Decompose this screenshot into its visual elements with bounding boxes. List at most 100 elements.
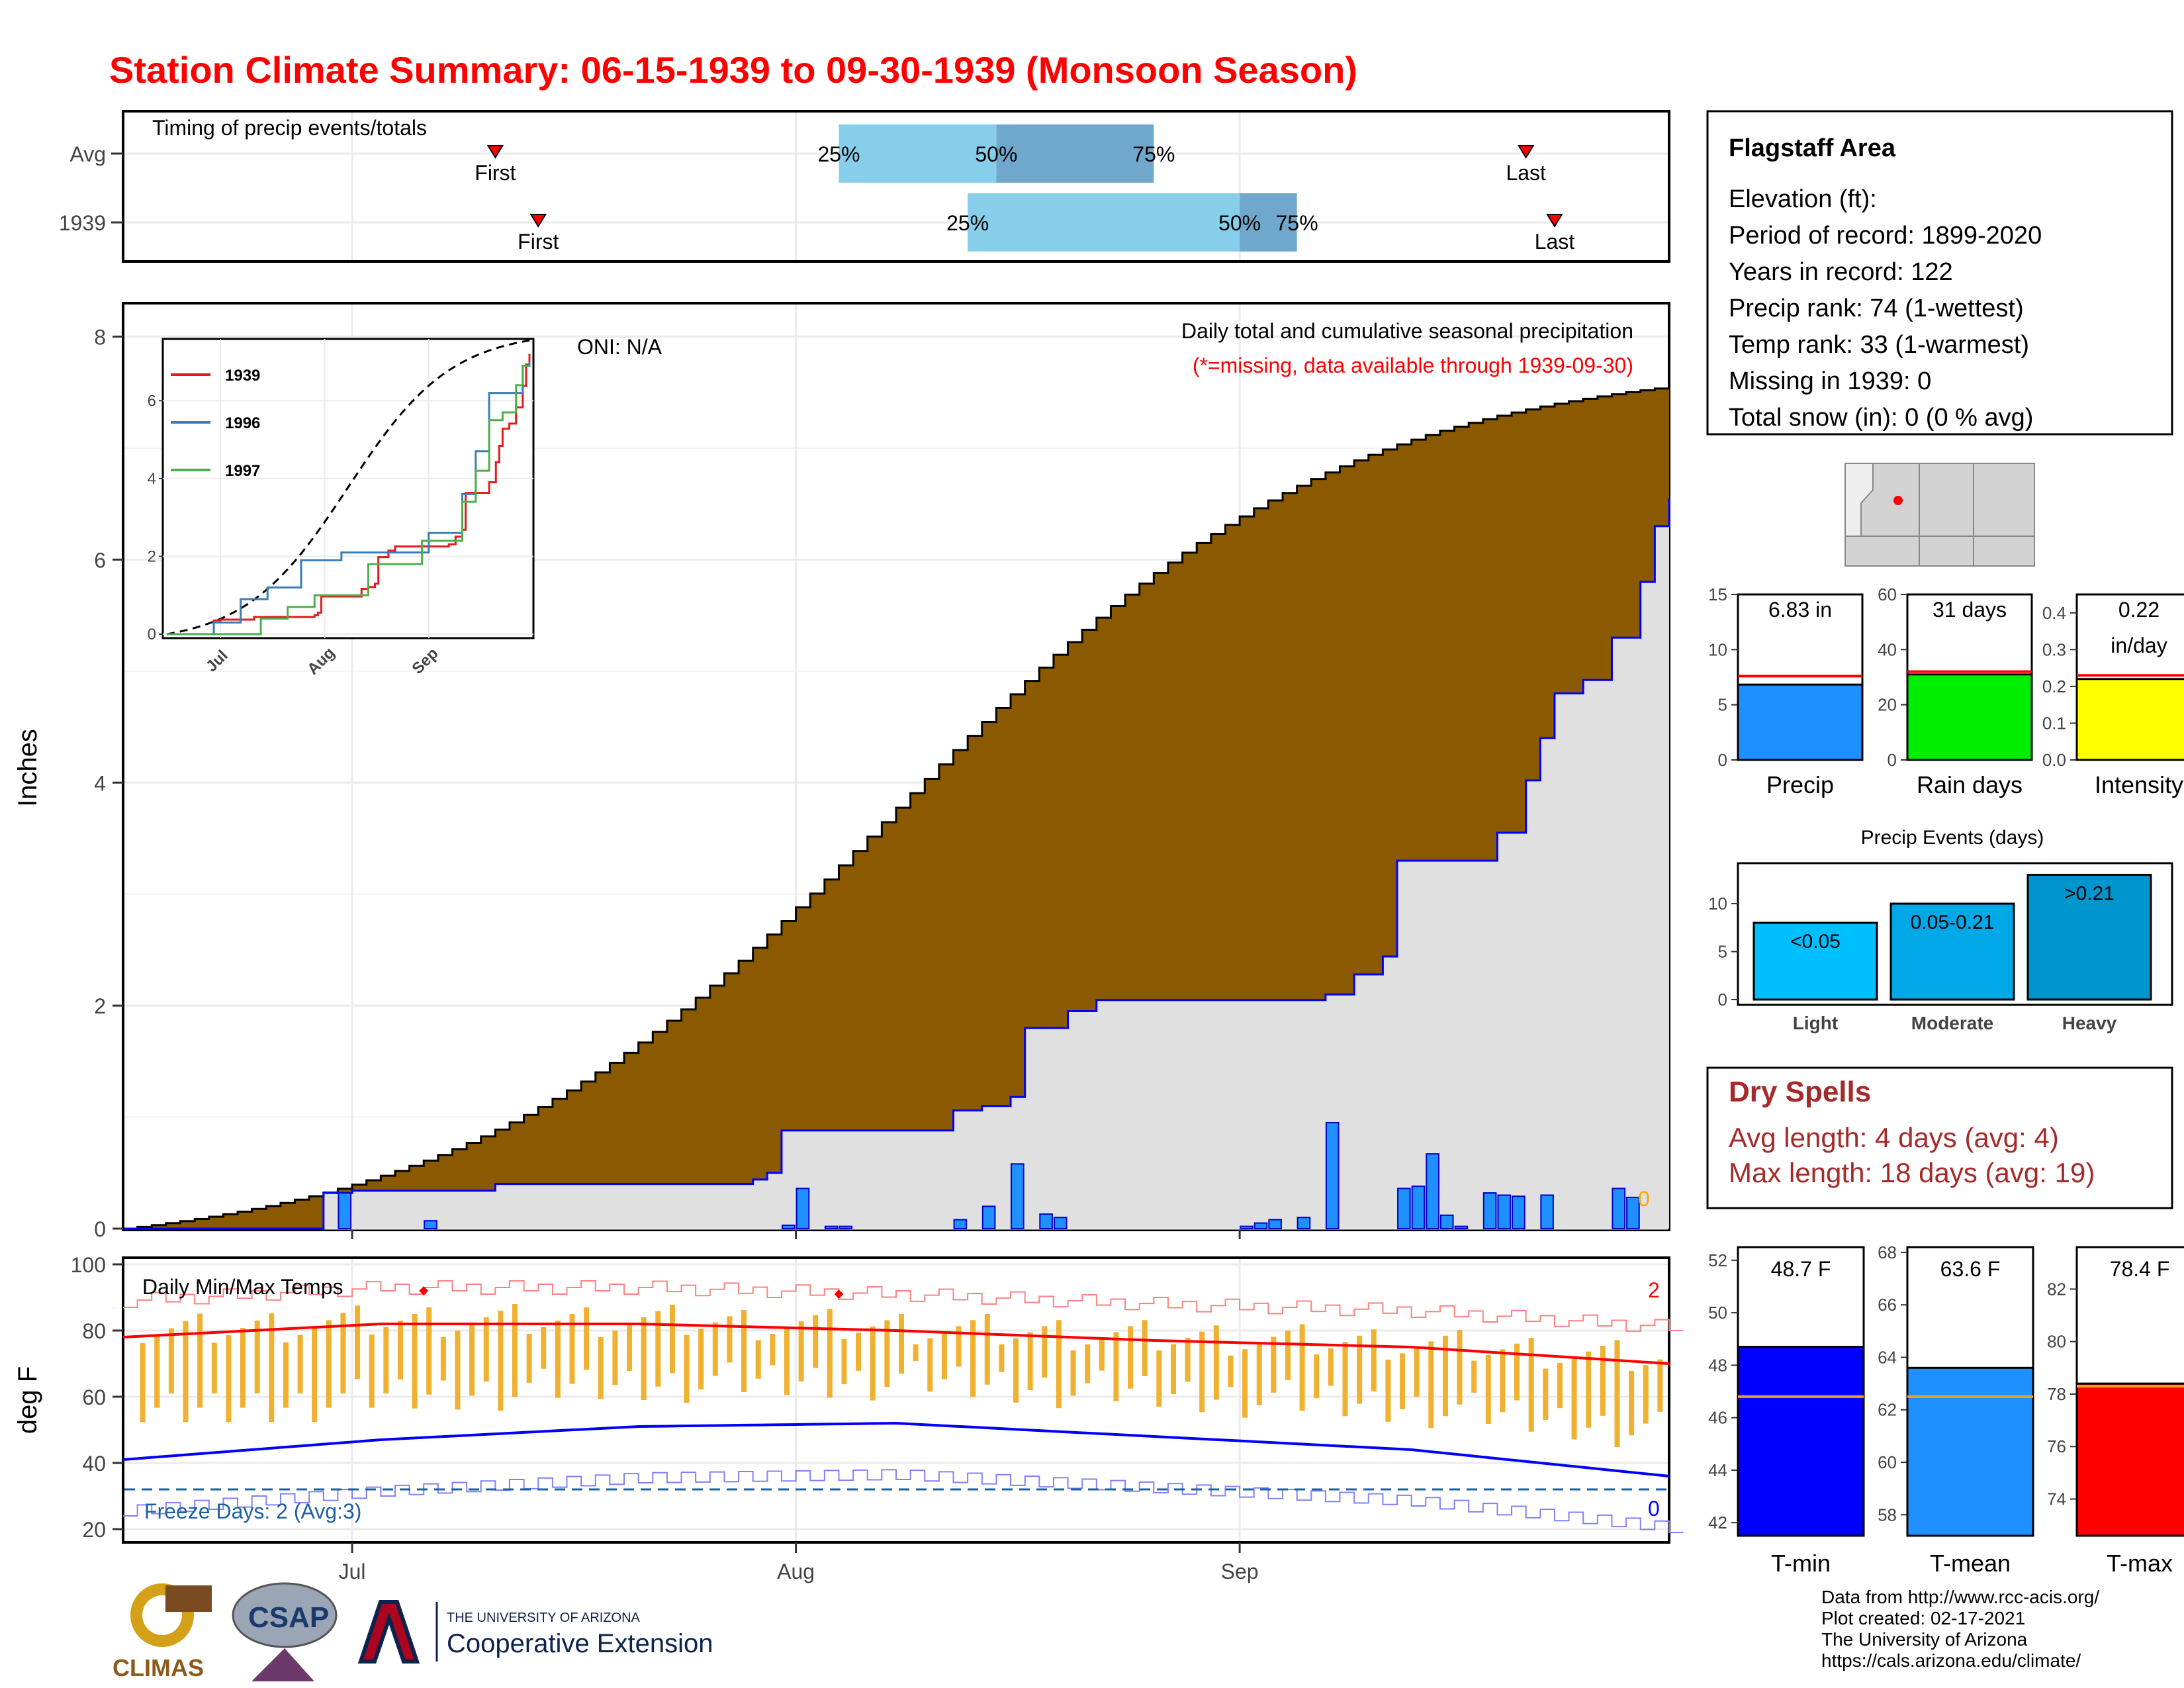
daily-temp-bar — [1113, 1332, 1119, 1401]
precip-events-bar — [1752, 921, 1878, 1001]
precip-events-bar-label: <0.05 — [1790, 931, 1841, 953]
temp-y-tick-label: 100 — [71, 1253, 106, 1277]
daily-precip-bar — [1482, 1192, 1497, 1229]
observed-cumulative-area — [123, 498, 1669, 1229]
temp-bar-tick-label: 46 — [1708, 1408, 1727, 1428]
mini-bar-tick-label: 0.0 — [2042, 750, 2066, 770]
mini-bar-tick-label: 0.4 — [2042, 603, 2066, 623]
daily-temp-bar — [856, 1333, 862, 1371]
daily-temp-bar — [1099, 1338, 1105, 1371]
station-info-box: Flagstaff Area Elevation (ft): Period of … — [1706, 110, 2173, 436]
daily-temp-bar — [1042, 1326, 1048, 1378]
daily-precip-bar — [1439, 1214, 1454, 1230]
daily-precip-bar — [839, 1225, 853, 1230]
daily-precip-bar — [1397, 1188, 1411, 1230]
daily-temp-bar — [712, 1322, 718, 1376]
daily-temp-bar — [655, 1311, 661, 1387]
daily-temp-bar — [798, 1321, 804, 1382]
daily-temp-bar — [1428, 1341, 1434, 1429]
daily-temp-bar — [584, 1307, 590, 1370]
daily-temp-bar — [211, 1342, 217, 1393]
temp-bar-tick-label: 62 — [1878, 1400, 1897, 1420]
temp-bar-value — [1906, 1366, 2034, 1537]
daily-temp-bar — [1371, 1329, 1377, 1391]
timing-label: Timing of precip events/totals — [152, 116, 427, 140]
avg-min-temp-line — [122, 1421, 1670, 1477]
daily-temp-bar — [755, 1340, 761, 1379]
inset-legend-label: 1996 — [225, 414, 260, 432]
daily-temp-bar — [197, 1313, 203, 1408]
daily-temp-bar — [512, 1304, 518, 1397]
daily-temp-bar — [1142, 1320, 1148, 1376]
daily-temp-bar — [669, 1305, 675, 1374]
mini-bar-value — [1737, 683, 1864, 761]
dry-spells-title: Dry Spells — [1729, 1076, 1871, 1108]
daily-precip-bar — [1497, 1194, 1512, 1229]
station-info-line: Elevation (ft): — [1729, 185, 1877, 213]
precip-events-category: Heavy — [2062, 1013, 2117, 1033]
daily-temp-bar — [1314, 1354, 1320, 1399]
csap-logo-text: CSAP — [248, 1601, 329, 1634]
daily-precip-bar — [1325, 1121, 1340, 1229]
p75-label: 75% — [1276, 211, 1318, 235]
inset-series-1996 — [167, 361, 531, 635]
precip-y-tick-label: 2 — [94, 994, 106, 1018]
daily-temp-bar — [884, 1320, 890, 1387]
daily-temp-bar — [1085, 1344, 1091, 1383]
daily-precip-bar — [781, 1224, 796, 1230]
quartile-bar-upper — [1240, 193, 1297, 252]
daily-temp-bar — [1571, 1357, 1577, 1440]
daily-precip-bar — [1297, 1217, 1311, 1229]
daily-temp-bar — [899, 1314, 904, 1374]
page-title: Station Climate Summary: 06-15-1939 to 0… — [109, 49, 1357, 91]
last-marker-label: Last — [1535, 230, 1575, 254]
daily-temp-bar — [727, 1316, 733, 1363]
temp-bar-value-text: 63.6 F — [1940, 1257, 2001, 1281]
precip-events-bar-label: >0.21 — [2064, 883, 2115, 905]
daily-temp-bar — [1285, 1331, 1291, 1380]
daily-temp-bar — [312, 1327, 318, 1423]
daily-temp-bar — [1442, 1335, 1448, 1417]
temp-bar-value-text: 78.4 F — [2110, 1257, 2170, 1281]
daily-temp-bar — [1256, 1342, 1262, 1405]
temp-x-tick-label: Sep — [1221, 1560, 1259, 1583]
p25-label: 25% — [817, 142, 860, 166]
daily-temp-bar — [154, 1335, 160, 1408]
record-high-marker — [419, 1286, 429, 1295]
record-low-line — [123, 1469, 1684, 1533]
daily-temp-bar — [1643, 1365, 1649, 1424]
daily-temp-bar — [297, 1335, 303, 1393]
daily-temp-bar — [1185, 1338, 1191, 1382]
inset-y-tick-label: 4 — [148, 470, 156, 488]
temp-bar-tick-label: 76 — [2047, 1436, 2066, 1456]
dry-spells-box: Dry Spells Avg length: 4 days (avg: 4) M… — [1706, 1066, 2173, 1209]
record-high-marker — [834, 1289, 844, 1299]
oni-label: ONI: N/A — [577, 335, 662, 359]
first-marker — [486, 145, 504, 159]
daily-precip-bar — [1626, 1196, 1640, 1229]
temp-bar-value — [1737, 1346, 1865, 1537]
daily-temp-bar — [140, 1342, 146, 1423]
footer-line: Data from http://www.rcc-acis.org/ — [1821, 1587, 2099, 1607]
daily-temp-bar — [741, 1309, 747, 1393]
last-marker — [1517, 145, 1535, 159]
daily-temp-bar — [770, 1334, 776, 1366]
inset-y-tick-label: 6 — [148, 392, 156, 410]
daily-temp-bar — [1457, 1330, 1463, 1405]
daily-temp-bar — [1557, 1362, 1563, 1409]
temp-bar-tick-label: 78 — [2047, 1384, 2066, 1404]
temp-y-tick-label: 80 — [82, 1319, 106, 1343]
inset-series-1939 — [167, 353, 531, 635]
daily-temp-bar — [1213, 1325, 1219, 1400]
temp-bar-label: T-max — [2107, 1550, 2173, 1577]
dry-spells-avg: Avg length: 4 days (avg: 4) — [1729, 1122, 2059, 1153]
mini-bar-tick-label: 5 — [1718, 695, 1727, 715]
mini-bar-label: Precip — [1766, 771, 1834, 798]
temp-panel: Daily Min/Max Temps Freeze Days: 2 (Avg:… — [13, 1253, 1684, 1583]
daily-temp-bar — [1543, 1368, 1549, 1420]
daily-temp-bar — [355, 1305, 361, 1380]
csap-logo: CSAP — [232, 1582, 338, 1681]
daily-precip-bar — [1512, 1196, 1525, 1229]
mini-bar-label: Intensity — [2095, 771, 2183, 798]
daily-temp-bar — [641, 1317, 647, 1400]
